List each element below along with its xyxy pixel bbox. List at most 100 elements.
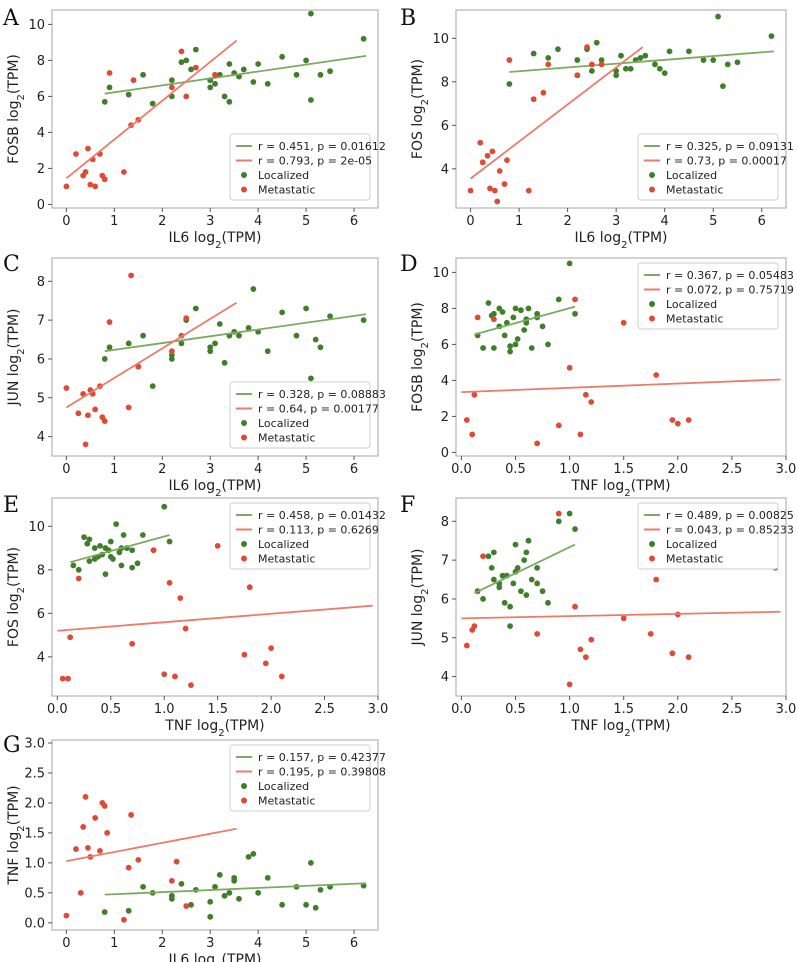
y-axis-label-main: FOS log	[410, 105, 426, 159]
localized-point	[207, 84, 214, 91]
localized-point	[588, 68, 595, 74]
metastatic-point	[471, 623, 478, 630]
x-tick-label: 0	[62, 462, 70, 477]
metastatic-fit-line	[65, 39, 238, 179]
metastatic-point	[669, 650, 676, 657]
localized-point	[140, 71, 146, 78]
localized-point	[101, 98, 108, 105]
x-tick-label: 1.0	[154, 702, 175, 717]
metastatic-point	[85, 844, 91, 851]
localized-point	[178, 340, 185, 347]
legend-metastatic-swatch	[241, 555, 247, 562]
localized-point	[622, 65, 629, 72]
metastatic-point	[463, 642, 470, 649]
y-tick-label: 3.0	[24, 736, 45, 751]
metastatic-point	[130, 77, 137, 84]
localized-point	[207, 898, 214, 905]
metastatic-point	[463, 417, 470, 423]
y-tick-label: 6	[37, 607, 45, 622]
metastatic-point	[566, 364, 573, 371]
metastatic-point	[63, 385, 70, 391]
localized-point	[593, 39, 600, 46]
localized-point	[510, 580, 517, 587]
x-tick-label: 1.0	[559, 702, 580, 717]
legend-localized-swatch	[241, 172, 247, 178]
metastatic-point	[582, 391, 589, 398]
localized-point	[507, 623, 513, 630]
localized-series	[69, 503, 173, 578]
legend-localized-swatch	[649, 541, 655, 547]
legend-localized-fit-label: r = 0.489, p = 0.00825	[666, 509, 794, 522]
metastatic-point	[262, 660, 269, 667]
x-tick-label: 5	[302, 214, 310, 229]
x-axis-label-suffix: (TPM)	[222, 230, 262, 246]
legend-localized-swatch	[241, 783, 247, 789]
legend-localized-fit-label: r = 0.367, p = 0.05483	[666, 269, 794, 282]
x-tick-label: 4	[254, 214, 262, 229]
localized-point	[120, 532, 127, 538]
x-tick-label: 3.0	[776, 702, 797, 717]
x-axis-label-main: IL6 log	[168, 478, 215, 494]
metastatic-fit-line	[57, 604, 373, 632]
localized-point	[207, 348, 214, 355]
localized-series	[474, 510, 578, 630]
y-axis-label-suffix: (TPM)	[6, 308, 22, 348]
legend-localized-label: Localized	[666, 538, 717, 551]
metastatic-point	[101, 176, 108, 183]
localized-point	[168, 356, 175, 362]
y-axis-label: JUN log2(TPM)	[410, 548, 431, 646]
localized-point	[192, 46, 199, 53]
y-tick-label: 2.0	[24, 796, 45, 811]
x-tick-label: 4	[254, 936, 262, 951]
metastatic-point	[685, 417, 692, 423]
y-tick-label: 8	[37, 563, 45, 578]
legend-localized-fit-label: r = 0.458, p = 0.01432	[258, 509, 386, 522]
legend-metastatic-fit-label: r = 0.73, p = 0.00017	[666, 155, 787, 168]
localized-point	[116, 549, 123, 556]
legend-box	[637, 262, 779, 330]
metastatic-point	[82, 794, 89, 800]
metastatic-point	[92, 815, 99, 821]
y-tick-label: 8	[441, 515, 449, 530]
localized-point	[518, 307, 524, 314]
localized-point	[566, 510, 573, 517]
localized-point	[490, 345, 497, 351]
metastatic-point	[125, 404, 132, 411]
metastatic-point	[598, 61, 605, 68]
metastatic-point	[620, 615, 627, 622]
localized-point	[221, 359, 228, 366]
legend-localized-swatch	[241, 420, 247, 426]
localized-point	[715, 13, 721, 20]
y-tick-label: 4	[37, 126, 45, 141]
legend-metastatic-label: Metastatic	[258, 553, 316, 566]
localized-point	[245, 853, 252, 860]
localized-point	[490, 549, 497, 556]
metastatic-point	[489, 148, 496, 155]
y-axis-label: FOS log2(TPM)	[6, 547, 27, 647]
localized-point	[545, 54, 552, 61]
localized-point	[101, 909, 108, 915]
legend-box	[229, 381, 371, 449]
localized-point	[555, 518, 562, 525]
x-tick-label: 2	[158, 214, 166, 229]
localized-point	[91, 545, 98, 551]
x-tick-label: 6	[350, 214, 358, 229]
panel-letter: D	[400, 252, 418, 277]
legend: r = 0.458, p = 0.01432 r = 0.113, p = 0.6…	[229, 502, 386, 570]
localized-point	[700, 57, 707, 63]
x-tick-label: 2	[563, 214, 571, 229]
y-axis-label-subscript: 2	[16, 587, 27, 593]
x-tick-label: 0	[62, 936, 70, 951]
localized-point	[168, 892, 175, 899]
x-axis-label-suffix: (TPM)	[222, 952, 262, 962]
panel-letter: A	[2, 6, 20, 31]
metastatic-point	[168, 877, 175, 884]
legend-localized-label: Localized	[666, 298, 717, 311]
y-tick-label: 4	[441, 162, 449, 177]
y-axis-label-suffix: (TPM)	[410, 59, 426, 99]
metastatic-point	[173, 858, 180, 865]
x-tick-label: 6	[758, 214, 766, 229]
localized-point	[510, 314, 517, 321]
